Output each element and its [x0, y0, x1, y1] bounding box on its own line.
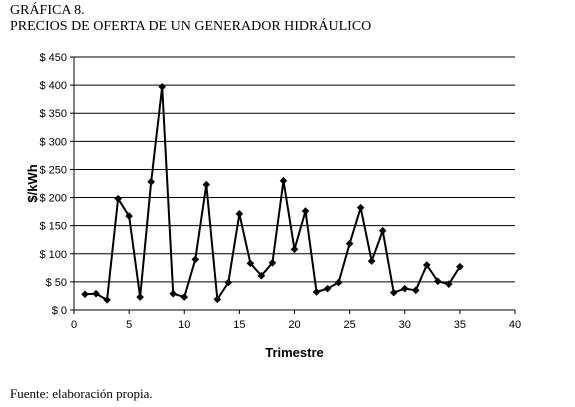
- data-point: [136, 293, 144, 301]
- data-point: [92, 289, 100, 298]
- y-tick-label: $ 350: [39, 108, 67, 120]
- x-tick-label: 35: [454, 319, 466, 331]
- y-tick-label: $ 200: [39, 193, 67, 205]
- data-point: [114, 194, 122, 203]
- y-axis-title: $/kWh: [25, 164, 40, 202]
- series: [81, 82, 464, 304]
- axes: [73, 57, 515, 311]
- y-tick-label: $ 50: [46, 277, 67, 289]
- figure-label: GRÁFICA 8.: [10, 3, 85, 18]
- data-point: [356, 203, 365, 212]
- data-point: [290, 245, 299, 254]
- data-point: [180, 293, 189, 301]
- data-point: [312, 288, 321, 296]
- data-point: [81, 290, 89, 299]
- data-point: [268, 258, 277, 267]
- data-point: [367, 257, 376, 265]
- x-tick-label: 10: [178, 319, 190, 331]
- data-point: [445, 280, 453, 288]
- y-tick-label: $ 450: [39, 52, 67, 64]
- data-point: [191, 255, 200, 264]
- data-point: [334, 278, 343, 287]
- x-tick-label: 25: [344, 319, 356, 331]
- data-point: [400, 284, 409, 293]
- data-point: [169, 289, 178, 298]
- x-axis-title: Trimestre: [265, 345, 324, 360]
- figure-heading: GRÁFICA 8. PRECIOS DE OFERTA DE UN GENER…: [10, 3, 371, 35]
- y-tick-label: $ 150: [39, 221, 67, 233]
- data-point: [323, 284, 332, 293]
- figure-source: Fuente: elaboración propia.: [10, 386, 153, 401]
- data-point: [389, 288, 398, 297]
- series-line: [84, 85, 461, 301]
- data-point: [125, 212, 133, 220]
- data-point: [456, 262, 464, 271]
- x-tick-label: 30: [399, 319, 411, 331]
- x-axis-ticks: 0 5 10 15 20 25 30 35 40: [71, 310, 521, 331]
- y-tick-label: $ 250: [39, 164, 67, 176]
- x-tick-label: 15: [233, 319, 245, 331]
- y-axis-ticks: $ 0 $ 50 $ 100 $ 150 $ 200 $ 250 $ 300 $ 350 $ 4…: [39, 52, 74, 317]
- data-point: [378, 226, 387, 235]
- data-point: [147, 178, 155, 186]
- x-tick-label: 40: [509, 319, 521, 331]
- data-point: [411, 286, 420, 295]
- data-point: [246, 259, 255, 268]
- data-point: [301, 207, 310, 215]
- data-point: [202, 180, 211, 189]
- x-tick-label: 20: [288, 319, 300, 331]
- x-tick-label: 5: [126, 319, 132, 331]
- figure-title: PRECIOS DE OFERTA DE UN GENERADOR HIDRÁU…: [10, 19, 372, 34]
- y-tick-label: $ 100: [39, 249, 67, 261]
- y-tick-label: $ 300: [39, 136, 67, 148]
- data-point: [235, 210, 244, 218]
- x-tick-label: 0: [71, 319, 77, 331]
- data-point: [434, 277, 442, 286]
- data-point: [103, 296, 111, 304]
- y-tick-label: $ 400: [39, 80, 67, 92]
- data-point: [345, 239, 354, 248]
- data-point: [158, 82, 166, 91]
- data-point: [213, 295, 222, 304]
- data-point: [257, 271, 266, 280]
- y-tick-label: $ 0: [52, 305, 67, 317]
- data-point: [423, 261, 431, 269]
- line-chart: $ 0 $ 50 $ 100 $ 150 $ 200 $ 250 $ 300 $ 350 $ 4…: [25, 52, 521, 360]
- data-point: [224, 278, 233, 287]
- data-point: [279, 176, 288, 185]
